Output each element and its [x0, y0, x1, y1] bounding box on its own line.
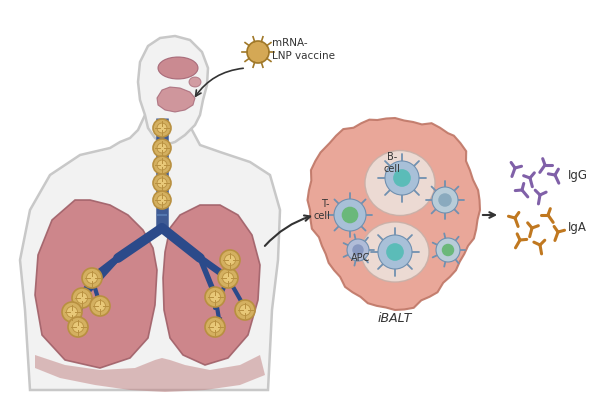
Text: IgG: IgG — [568, 168, 588, 181]
Circle shape — [157, 195, 167, 205]
Circle shape — [157, 178, 167, 188]
Circle shape — [209, 322, 221, 333]
Text: mRNA-
LNP vaccine: mRNA- LNP vaccine — [272, 38, 335, 61]
Circle shape — [67, 307, 77, 318]
Text: IgA: IgA — [568, 222, 587, 234]
Polygon shape — [157, 87, 195, 112]
Text: iBALT: iBALT — [378, 312, 412, 325]
Circle shape — [334, 199, 366, 231]
Circle shape — [352, 244, 364, 256]
Polygon shape — [163, 205, 260, 365]
Circle shape — [378, 235, 412, 269]
Circle shape — [223, 273, 233, 283]
Text: T-
cell: T- cell — [313, 199, 330, 221]
Circle shape — [73, 322, 83, 333]
Circle shape — [205, 287, 225, 307]
Circle shape — [82, 268, 102, 288]
Circle shape — [77, 292, 88, 303]
Circle shape — [153, 156, 171, 174]
Polygon shape — [307, 118, 480, 310]
Circle shape — [239, 305, 251, 315]
Text: B-
cell: B- cell — [383, 152, 400, 174]
Polygon shape — [35, 200, 157, 368]
Polygon shape — [138, 36, 208, 145]
Circle shape — [385, 161, 419, 195]
Circle shape — [438, 193, 452, 207]
Circle shape — [218, 268, 238, 288]
Circle shape — [247, 41, 269, 63]
Circle shape — [386, 243, 404, 261]
Circle shape — [432, 187, 458, 213]
Circle shape — [442, 244, 454, 256]
Circle shape — [90, 296, 110, 316]
Circle shape — [235, 300, 255, 320]
Circle shape — [95, 301, 106, 311]
Circle shape — [205, 317, 225, 337]
Circle shape — [157, 143, 167, 153]
Text: APC: APC — [350, 253, 370, 263]
Circle shape — [341, 207, 358, 223]
Circle shape — [347, 239, 369, 261]
Circle shape — [157, 160, 167, 170]
Circle shape — [153, 174, 171, 192]
Circle shape — [220, 250, 240, 270]
Circle shape — [209, 292, 221, 303]
Circle shape — [153, 191, 171, 209]
Polygon shape — [35, 355, 265, 392]
Polygon shape — [20, 105, 280, 390]
Circle shape — [62, 302, 82, 322]
Circle shape — [157, 123, 167, 133]
Circle shape — [86, 273, 97, 283]
Ellipse shape — [158, 57, 198, 79]
Circle shape — [224, 254, 235, 266]
Circle shape — [68, 317, 88, 337]
Circle shape — [393, 169, 411, 187]
Circle shape — [153, 139, 171, 157]
Ellipse shape — [361, 222, 429, 282]
Circle shape — [72, 288, 92, 308]
Circle shape — [153, 119, 171, 137]
Ellipse shape — [189, 77, 201, 87]
Ellipse shape — [365, 151, 435, 215]
Circle shape — [436, 238, 460, 262]
